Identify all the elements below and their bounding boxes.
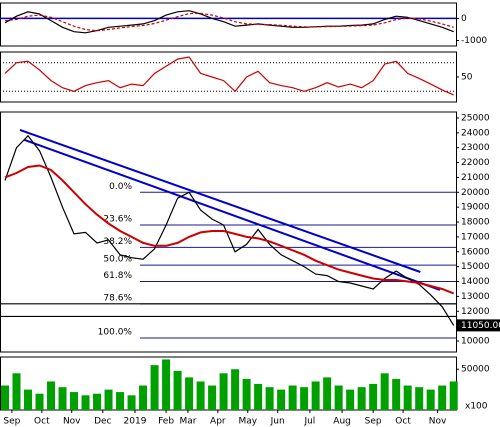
series-line (4, 56, 454, 96)
volume-bar (58, 387, 67, 410)
series-line (4, 134, 455, 326)
series-line (4, 10, 454, 34)
y-tick-label: 23000 (461, 143, 490, 153)
fib-label: 50.0% (103, 255, 132, 265)
volume-bar (265, 387, 274, 410)
x-tick-label: Dec (94, 417, 111, 427)
volume-bar (300, 387, 309, 410)
volume-bar (311, 381, 320, 410)
volume-bar (277, 389, 286, 410)
fib-label: 0.0% (109, 182, 132, 192)
volume-bar (323, 377, 332, 410)
y-tick-label: 10000 (461, 336, 490, 346)
volume-bar (150, 365, 159, 410)
volume-bar (81, 395, 90, 410)
y-tick-label: 12000 (461, 307, 490, 317)
volume-bar (357, 387, 366, 410)
volume-bar (12, 373, 21, 410)
volume-bar (208, 385, 217, 410)
x-tick-label: Feb (158, 417, 174, 427)
x-tick-label: Mar (179, 417, 196, 427)
y-tick-label: 19000 (461, 203, 490, 213)
y-tick-label: 21000 (461, 173, 490, 183)
fib-label: 78.6% (103, 293, 132, 303)
volume-bar (438, 385, 447, 410)
volume-bar (334, 385, 343, 410)
x-tick-label: Aug (333, 417, 351, 427)
y-tick-label: 18000 (461, 218, 490, 228)
y-tick-label: 0 (461, 14, 467, 24)
series-line (4, 12, 454, 32)
x-tick-label: Jul (303, 417, 315, 427)
volume-bar (369, 383, 378, 410)
volume-bar (403, 385, 412, 410)
fib-label: 38.2% (103, 237, 132, 247)
trendline (24, 139, 441, 291)
unit-label: x100 (465, 402, 488, 412)
volume-bar (104, 389, 113, 410)
volume-bar (449, 381, 458, 410)
volume-bar (70, 392, 79, 410)
fib-label: 100.0% (98, 328, 133, 338)
x-tick-label: Nov (63, 417, 81, 427)
panel-frame (0, 2, 457, 47)
fib-label: 23.6% (103, 215, 132, 225)
y-tick-label: 50 (461, 73, 473, 83)
volume-bar (47, 381, 56, 410)
y-tick-label: 14000 (461, 277, 490, 287)
y-tick-label: 24000 (461, 128, 490, 138)
x-tick-label: May (238, 417, 257, 427)
x-tick-label: Sep (3, 417, 20, 427)
volume-bar (380, 373, 389, 410)
y-tick-label: 25000 (461, 113, 490, 123)
last-price-label: 11050.00 (461, 321, 500, 331)
volume-bar (1, 385, 10, 410)
y-tick-label: 50000 (461, 365, 490, 375)
volume-bar (426, 389, 435, 410)
panel-frame (0, 111, 457, 353)
volume-bar (415, 387, 424, 410)
volume-bar (127, 395, 136, 410)
trendline (19, 129, 421, 273)
volume-bar (392, 379, 401, 410)
volume-bar (24, 389, 33, 410)
x-tick-label: Oct (34, 417, 50, 427)
x-tick-label: Apr (210, 417, 226, 427)
fib-label: 61.8% (103, 271, 132, 281)
y-tick-label: 13000 (461, 292, 490, 302)
volume-bar (116, 392, 125, 410)
volume-bar (242, 379, 251, 410)
y-tick-label: 15000 (461, 262, 490, 272)
volume-bar (254, 383, 263, 410)
y-tick-label: 16000 (461, 247, 490, 257)
x-tick-label: Oct (395, 417, 411, 427)
series-line (4, 164, 455, 295)
x-tick-label: 2019 (124, 417, 147, 427)
volume-bar (139, 385, 148, 410)
volume-bar (173, 370, 182, 410)
volume-bar (196, 381, 205, 410)
volume-bar (219, 373, 228, 410)
panel-frame (0, 51, 457, 103)
y-tick-label: -1000 (461, 36, 487, 46)
volume-bar (346, 389, 355, 410)
y-tick-label: 17000 (461, 232, 490, 242)
volume-bar (162, 359, 171, 410)
volume-bar (231, 369, 240, 410)
volume-bar (93, 393, 102, 410)
volume-bar (35, 393, 44, 410)
x-tick-label: Jun (270, 417, 285, 427)
x-tick-label: Nov (429, 417, 447, 427)
volume-bar (288, 385, 297, 410)
y-tick-label: 20000 (461, 188, 490, 198)
volume-bar (185, 377, 194, 410)
y-tick-label: 22000 (461, 158, 490, 168)
x-tick-label: Sep (365, 417, 382, 427)
last-price-box (457, 319, 500, 332)
